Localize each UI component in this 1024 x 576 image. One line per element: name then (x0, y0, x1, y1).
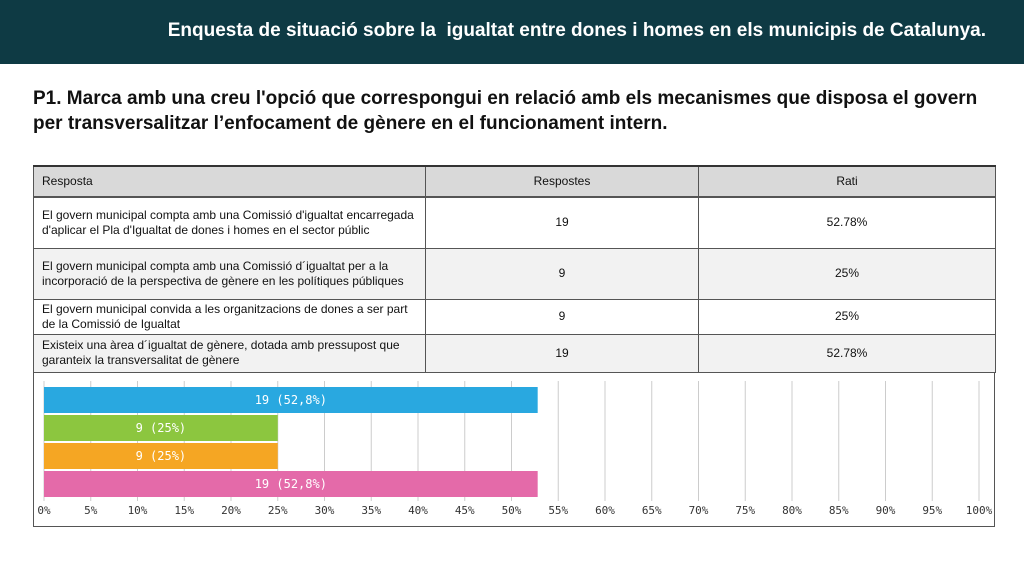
bar (44, 471, 538, 497)
bar-data-label: 9 (25%) (136, 421, 187, 435)
x-tick-label: 30% (315, 504, 335, 517)
x-tick-label: 75% (735, 504, 755, 517)
x-tick-label: 85% (829, 504, 849, 517)
column-header-rati: Rati (698, 165, 996, 198)
x-tick-label: 60% (595, 504, 615, 517)
x-tick-label: 15% (174, 504, 194, 517)
table-row: Existeix una àrea d´igualtat de gènere, … (33, 333, 996, 373)
x-tick-label: 50% (502, 504, 522, 517)
respostes-cell: 9 (425, 298, 699, 335)
bar (44, 415, 278, 441)
column-header-resposta: Resposta (33, 165, 426, 198)
bar-data-label: 19 (52,8%) (255, 393, 327, 407)
x-tick-label: 45% (455, 504, 475, 517)
x-tick-label: 95% (922, 504, 942, 517)
survey-title: Enquesta de situació sobre la igualtat e… (167, 20, 986, 41)
bar-data-label: 9 (25%) (136, 449, 187, 463)
table-header-row: Resposta Respostes Rati (33, 165, 996, 198)
x-tick-label: 35% (361, 504, 381, 517)
resposta-cell: El govern municipal compta amb una Comis… (33, 247, 426, 300)
bar (44, 387, 538, 413)
header-bar: Enquesta de situació sobre la igualtat e… (0, 0, 1024, 64)
bar-chart: 0% 5% 10% 15% 20% 25% 30% 35% 40% 45% 50% 55% 60% 65%… (33, 372, 995, 527)
resposta-cell: Existeix una àrea d´igualtat de gènere, … (33, 333, 426, 373)
x-tick-label: 0% (37, 504, 51, 517)
resposta-cell: El govern municipal convida a les organi… (33, 298, 426, 335)
x-tick-label: 10% (128, 504, 148, 517)
rati-cell: 52.78% (698, 196, 996, 249)
bar-data-label: 19 (52,8%) (255, 477, 327, 491)
question-text: P1. Marca amb una creu l'opció que corre… (33, 88, 978, 134)
x-tick-label: 40% (408, 504, 428, 517)
respostes-cell: 19 (425, 333, 699, 373)
bar (44, 443, 278, 469)
x-tick-label: 5% (84, 504, 98, 517)
table-row: El govern municipal compta amb una Comis… (33, 247, 996, 300)
x-tick-label: 70% (689, 504, 709, 517)
results-table: Resposta Respostes Rati El govern munici… (33, 165, 996, 373)
x-tick-label: 100% (966, 504, 993, 517)
table-row: El govern municipal compta amb una Comis… (33, 196, 996, 249)
resposta-cell: El govern municipal compta amb una Comis… (33, 196, 426, 249)
x-tick-label: 80% (782, 504, 802, 517)
x-tick-label: 65% (642, 504, 662, 517)
rati-cell: 25% (698, 247, 996, 300)
table-row: El govern municipal convida a les organi… (33, 298, 996, 335)
x-tick-label: 20% (221, 504, 241, 517)
respostes-cell: 19 (425, 196, 699, 249)
respostes-cell: 9 (425, 247, 699, 300)
x-tick-label: 55% (548, 504, 568, 517)
x-tick-label: 90% (876, 504, 896, 517)
rati-cell: 25% (698, 298, 996, 335)
column-header-respostes: Respostes (425, 165, 699, 198)
bar-chart-svg: 0% 5% 10% 15% 20% 25% 30% 35% 40% 45% 50% 55% 60% 65%… (37, 381, 993, 517)
rati-cell: 52.78% (698, 333, 996, 373)
x-tick-label: 25% (268, 504, 288, 517)
